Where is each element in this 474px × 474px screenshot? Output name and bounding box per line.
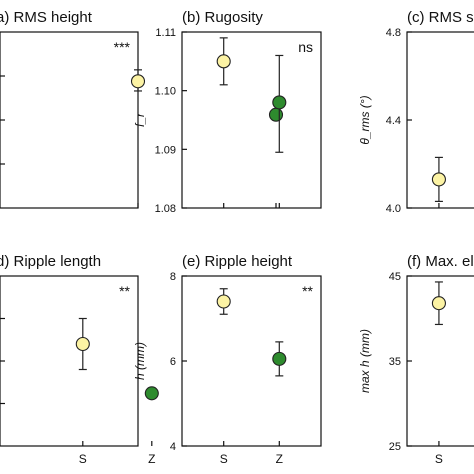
panel-a: a) RMS height *** <box>0 9 284 209</box>
x-tick-label-d: S <box>79 452 87 466</box>
data-point-b-Z <box>272 95 287 110</box>
y-tick-label-b: 1.09 <box>155 144 176 156</box>
data-point-c-S <box>431 172 446 187</box>
significance-label-b: ns <box>298 39 313 55</box>
y-tick-label-e: 8 <box>170 271 176 283</box>
y-tick-label-b: 1.10 <box>155 86 176 98</box>
y-tick-label-f: 45 <box>389 271 401 283</box>
panel-title-f: (f) Max. elev <box>407 253 474 270</box>
y-axis-label-e: h (mm) <box>133 342 147 380</box>
y-tick-label-c: 4.0 <box>386 203 401 215</box>
x-tick-label-f: S <box>435 452 443 466</box>
y-axis-label-f: max h (mm) <box>358 329 372 393</box>
data-point-a-S <box>130 74 146 89</box>
panel-f: (f) Max. elev253545max h (mm)SZ <box>358 253 474 466</box>
panel-title-b: (b) Rugosity <box>182 9 263 26</box>
x-tick-label-d: Z <box>148 452 155 466</box>
plot-frame-d <box>0 275 139 447</box>
y-tick-label-e: 4 <box>170 441 176 453</box>
x-tick-label-e: S <box>220 452 228 466</box>
data-point-e-S <box>216 294 231 309</box>
panel-e: (e) Ripple height 4 6 8 h (mm) S Z ** <box>133 253 322 466</box>
plot-frame-e <box>181 275 322 447</box>
panel-b: (b) Rugosity 1.08 1.09 1.10 1.11 f_r ns <box>133 9 322 215</box>
y-tick-label-c: 4.4 <box>386 115 401 127</box>
data-point-d-Z <box>144 386 159 401</box>
y-tick-label-b: 1.11 <box>155 27 176 39</box>
y-axis-label-b: f_r <box>133 112 147 127</box>
significance-label-e: ** <box>302 283 313 299</box>
y-axis-label-c: θ_rms (°) <box>358 95 372 144</box>
y-tick-label-b: 1.08 <box>155 203 176 215</box>
panel-d: d) Ripple length S Z ** <box>0 253 159 466</box>
panel-title-e: (e) Ripple height <box>182 253 293 270</box>
data-point-d-S <box>75 336 90 352</box>
data-point-e-Z <box>272 351 287 366</box>
x-tick-label-e: Z <box>276 452 283 466</box>
data-point-b-S <box>216 54 231 69</box>
plot-frame-b <box>181 31 322 209</box>
y-tick-label-c: 4.8 <box>386 27 401 39</box>
y-tick-label-f: 35 <box>389 356 401 368</box>
data-point-a-Z <box>268 107 284 122</box>
significance-label-d: ** <box>119 283 130 299</box>
panel-title-d: d) Ripple length <box>0 253 101 270</box>
data-point-f-S <box>431 296 446 311</box>
y-tick-label-f: 25 <box>389 441 401 453</box>
panel-title-a: a) RMS height <box>0 9 93 26</box>
y-tick-label-e: 6 <box>170 356 176 368</box>
plot-frame-a <box>0 31 139 209</box>
panel-c: (c) RMS slo 4.0 4.4 4.8 θ_rms (°) <box>358 9 474 215</box>
significance-label-a: *** <box>114 39 131 55</box>
panel-title-c: (c) RMS slo <box>407 9 474 26</box>
